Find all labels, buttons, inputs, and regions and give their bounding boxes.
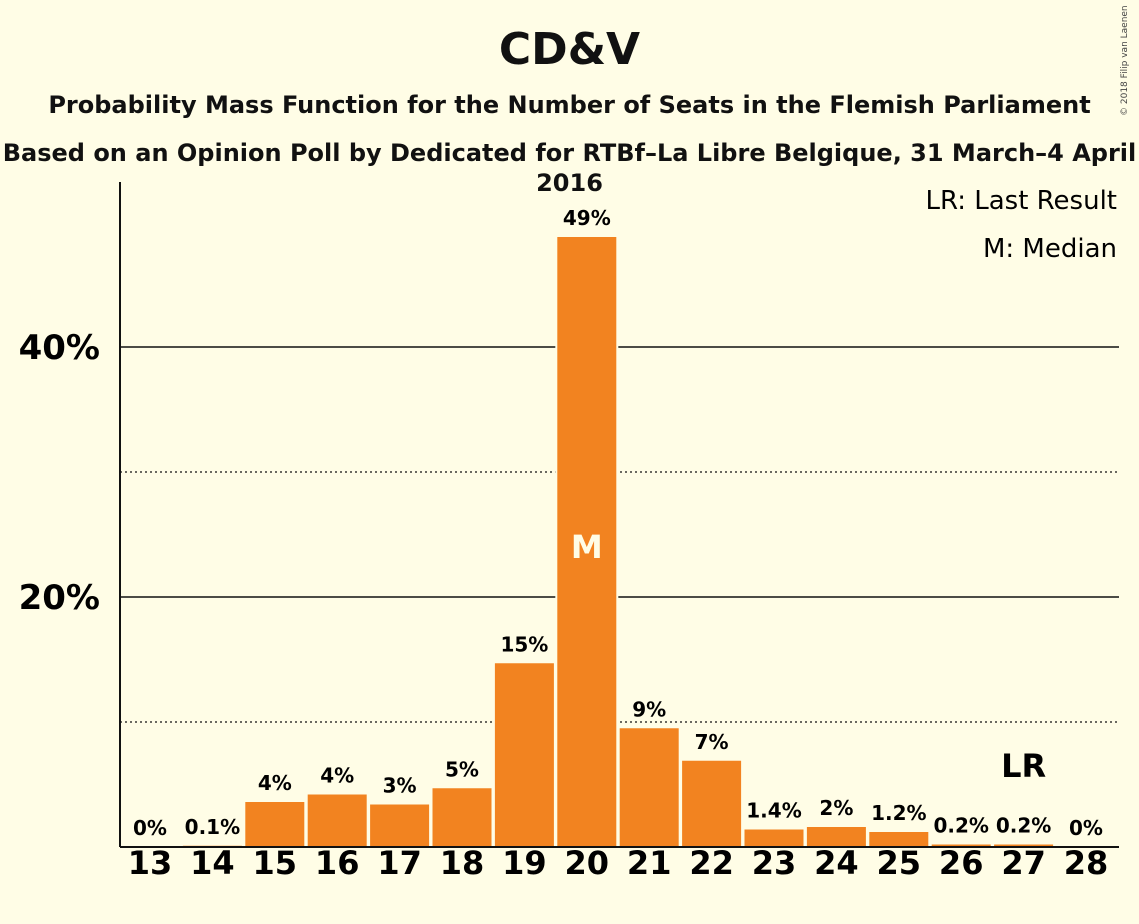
data-label: 1.4% bbox=[746, 799, 801, 823]
bar-25 bbox=[869, 832, 929, 847]
y-tick-label: 20% bbox=[19, 578, 100, 618]
bar-20 bbox=[557, 237, 617, 847]
bar-18 bbox=[432, 788, 492, 847]
data-label: 0.2% bbox=[996, 814, 1051, 838]
bar-21 bbox=[619, 728, 679, 847]
x-tick-label: 16 bbox=[315, 844, 360, 882]
x-tick-label: 23 bbox=[752, 844, 797, 882]
data-label: 4% bbox=[320, 764, 354, 788]
x-tick-label: 13 bbox=[128, 844, 173, 882]
x-tick-label: 21 bbox=[627, 844, 672, 882]
data-label: 0% bbox=[1069, 816, 1103, 840]
legend-entry: M: Median bbox=[983, 234, 1117, 264]
bar-gap bbox=[180, 843, 244, 847]
data-label: 15% bbox=[500, 632, 548, 656]
x-tick-label: 26 bbox=[939, 844, 984, 882]
x-tick-label: 17 bbox=[377, 844, 422, 882]
data-label: 4% bbox=[258, 771, 292, 795]
x-tick-label: 24 bbox=[814, 844, 859, 882]
bar-19 bbox=[494, 663, 554, 847]
bar-27 bbox=[994, 844, 1054, 847]
data-label: 7% bbox=[695, 730, 729, 754]
median-marker: M bbox=[571, 528, 603, 566]
x-tick-label: 14 bbox=[190, 844, 235, 882]
data-label: 5% bbox=[445, 757, 479, 781]
x-tick-label: 28 bbox=[1064, 844, 1109, 882]
x-tick-label: 25 bbox=[877, 844, 922, 882]
y-tick-label: 40% bbox=[19, 328, 100, 368]
data-label: 49% bbox=[563, 206, 611, 230]
chart-subtitle-source: Based on an Opinion Poll by Dedicated fo… bbox=[2, 139, 1137, 197]
x-tick-label: 19 bbox=[502, 844, 547, 882]
last-result-marker: LR bbox=[1001, 747, 1046, 785]
bar-26 bbox=[931, 844, 991, 847]
chart-subtitle: Probability Mass Function for the Number… bbox=[48, 91, 1091, 119]
chart-title: CD&V bbox=[498, 24, 641, 75]
data-label: 3% bbox=[383, 774, 417, 798]
data-label: 0.1% bbox=[185, 815, 240, 839]
bar-16 bbox=[307, 794, 367, 847]
x-tick-label: 22 bbox=[689, 844, 734, 882]
bar-22 bbox=[682, 760, 742, 847]
bar-24 bbox=[806, 827, 866, 847]
data-label: 0% bbox=[133, 816, 167, 840]
data-label: 1.2% bbox=[871, 801, 926, 825]
bar-23 bbox=[744, 829, 804, 847]
bar-17 bbox=[370, 804, 430, 847]
data-label: 0.2% bbox=[933, 814, 988, 838]
x-tick-label: 20 bbox=[565, 844, 610, 882]
bar-15 bbox=[245, 802, 305, 847]
x-tick-label: 18 bbox=[440, 844, 485, 882]
x-tick-label: 27 bbox=[1001, 844, 1046, 882]
legend-entry: LR: Last Result bbox=[925, 186, 1117, 216]
x-tick-label: 15 bbox=[253, 844, 298, 882]
data-label: 9% bbox=[632, 697, 666, 721]
data-label: 2% bbox=[819, 796, 853, 820]
